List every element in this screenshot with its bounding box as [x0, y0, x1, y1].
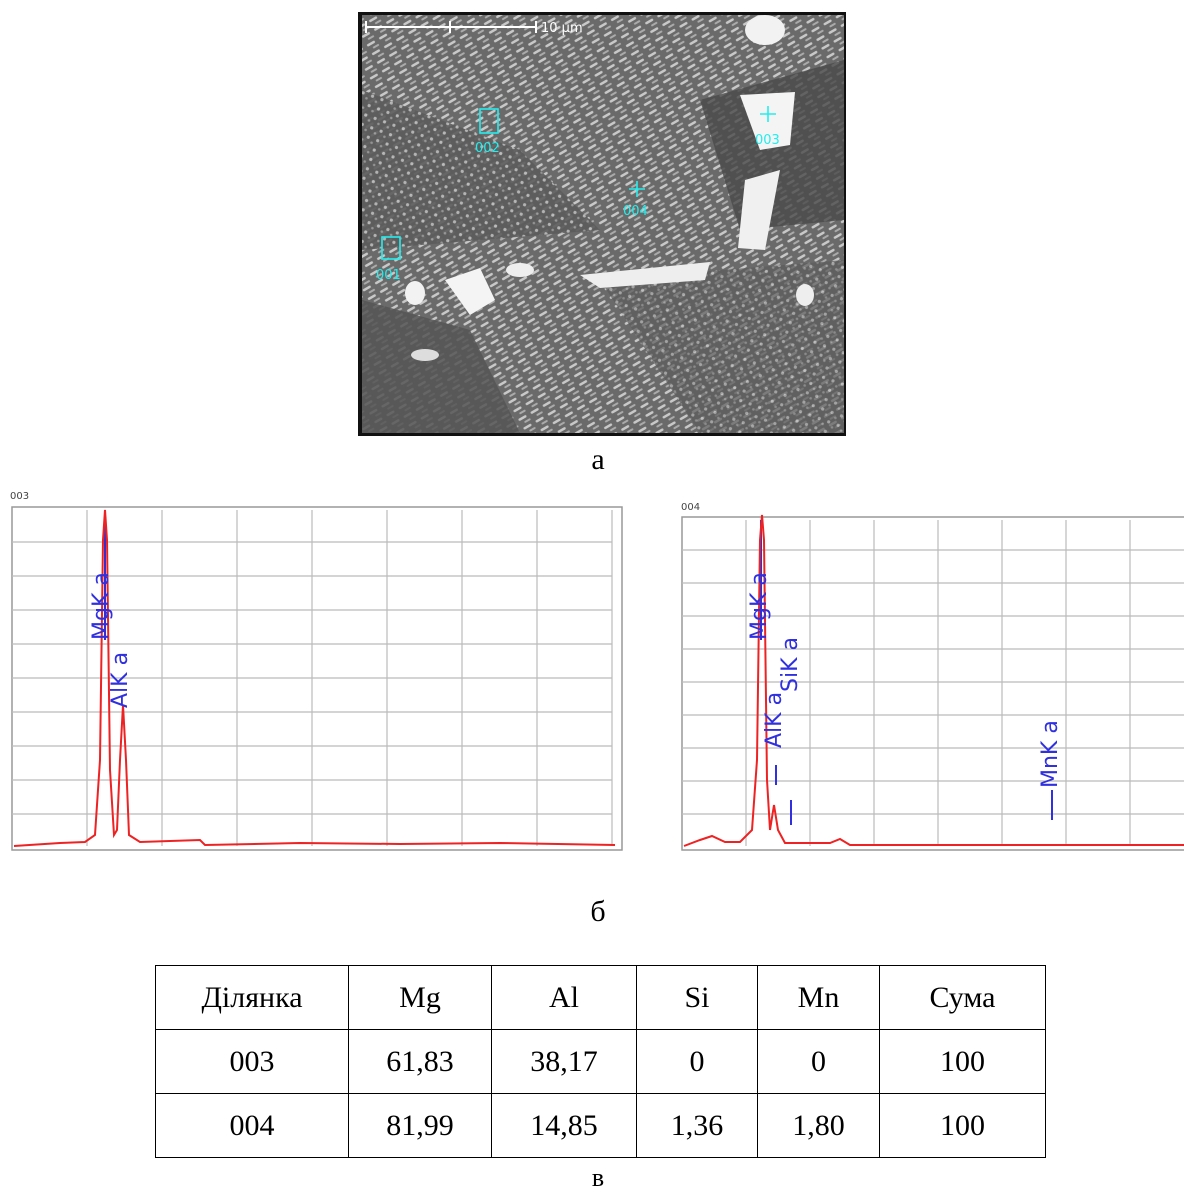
marker-label: 002	[475, 141, 500, 156]
table-cell: 1,36	[636, 1093, 758, 1158]
table-cell: Al	[491, 965, 637, 1030]
peak-label: AlK a	[762, 692, 787, 748]
table-cell: 1,80	[757, 1093, 880, 1158]
spectrum-title: 004	[681, 502, 700, 513]
peak-label: MgK a	[747, 572, 772, 640]
table-cell: Si	[636, 965, 758, 1030]
spectrum: 004 MgK a SiK a AlK a MnK a	[681, 502, 1184, 851]
table-cell: 003	[155, 1029, 349, 1094]
table-cell: 004	[155, 1093, 349, 1158]
table-cell: 0	[636, 1029, 758, 1094]
caption: а	[591, 443, 605, 476]
peak-label: AlK a	[108, 652, 133, 708]
caption: б	[590, 895, 606, 928]
marker-label: 001	[376, 268, 401, 283]
caption: в	[591, 1163, 605, 1192]
peak-label: MgK a	[89, 572, 114, 640]
composition-table: Ділянка Mg Al Si Mn Сума 003 61,83 38,17 0 0 100 0…	[155, 965, 1046, 1158]
spectrum: 003 MgK a AlK a	[10, 491, 623, 851]
table-cell: Mn	[757, 965, 880, 1030]
table-cell: Ділянка	[155, 965, 349, 1030]
row: 003 61,83 38,17 0 0 100	[155, 1029, 1046, 1094]
table-cell: 14,85	[491, 1093, 637, 1158]
micrograph: 10 µm 001 002 003 004	[358, 12, 846, 436]
table-cell: 0	[757, 1029, 880, 1094]
row: 004 81,99 14,85 1,36 1,80 100	[155, 1093, 1046, 1158]
table-cell: 100	[879, 1093, 1046, 1158]
marker-label: 003	[755, 133, 780, 148]
marker-label: 004	[623, 204, 648, 219]
table-cell: 81,99	[348, 1093, 492, 1158]
table-cell: Mg	[348, 965, 492, 1030]
peak-label: MnK a	[1038, 720, 1063, 788]
table-cell: 100	[879, 1029, 1046, 1094]
table-cell: Сума	[879, 965, 1046, 1030]
table-cell: 38,17	[491, 1029, 637, 1094]
spectrum-title: 003	[10, 491, 29, 502]
scale-label: 10 µm	[541, 21, 583, 36]
figure: 10 µm 001 002 003 004 003 MgK a AlK a 00…	[10, 12, 1184, 851]
table-cell: 61,83	[348, 1029, 492, 1094]
peak-label: SiK a	[778, 637, 803, 692]
header-row: Ділянка Mg Al Si Mn Сума	[155, 965, 1046, 1030]
